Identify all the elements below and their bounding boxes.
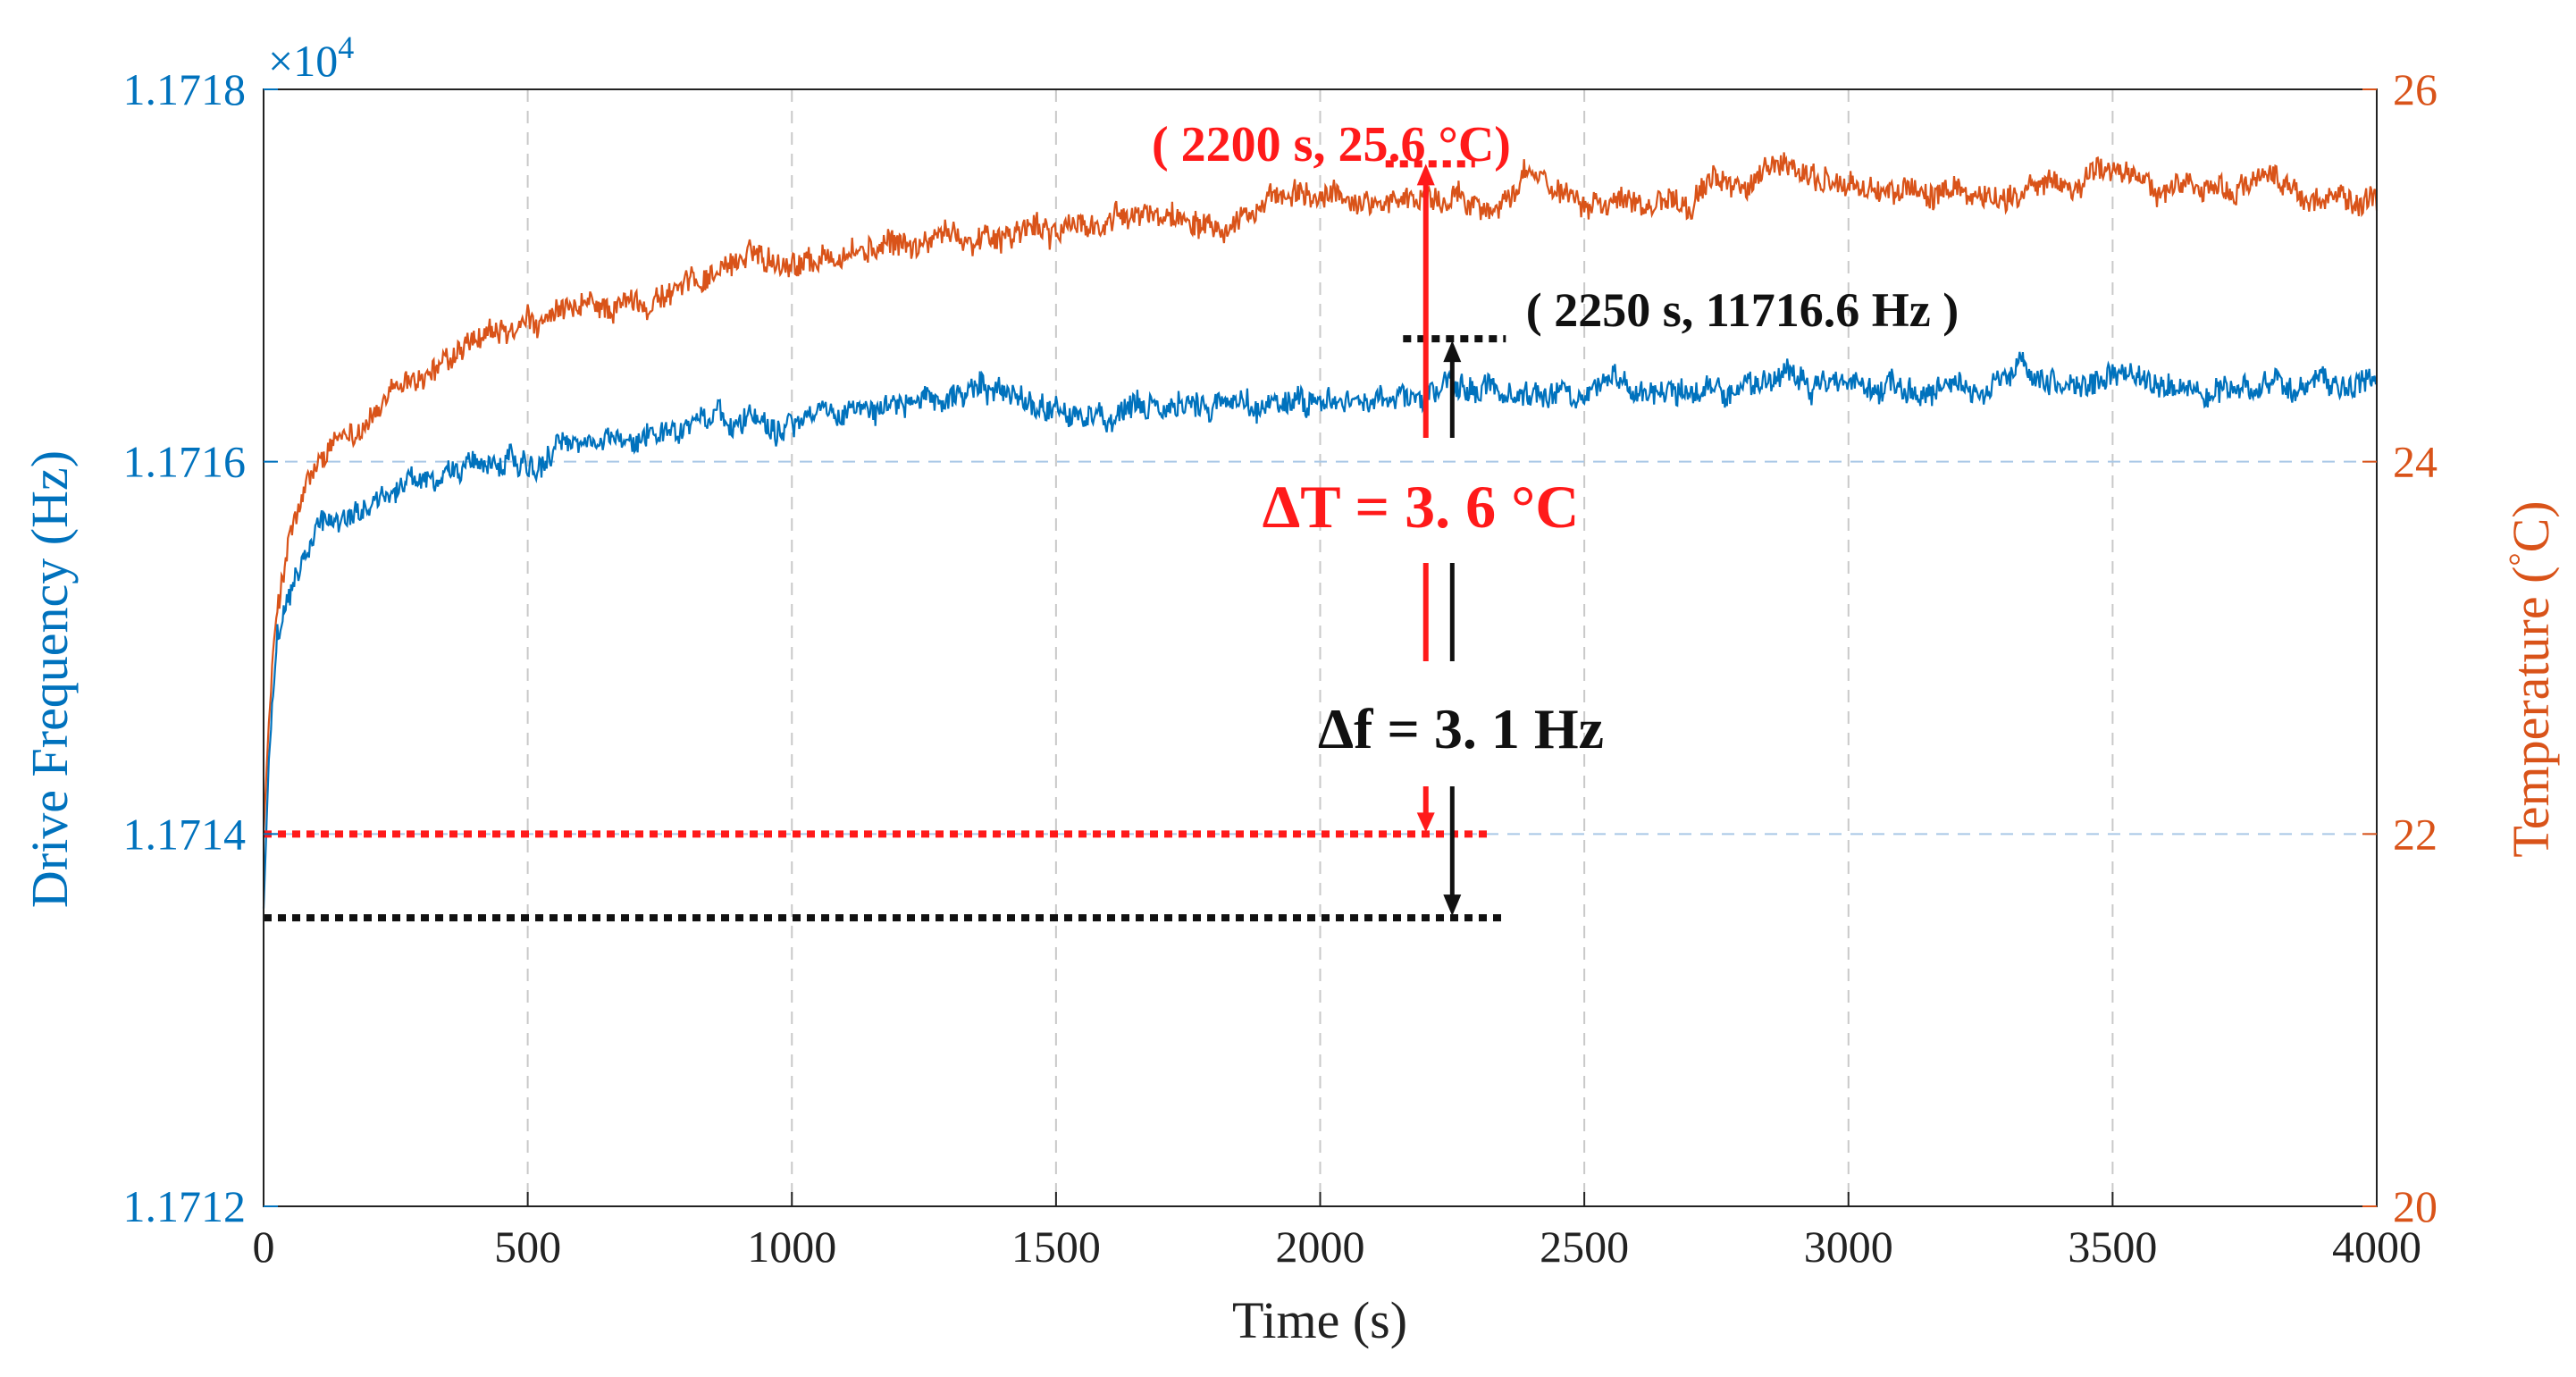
- freq-arrowhead-up: [1443, 340, 1462, 363]
- degree-symbol: °: [2503, 552, 2540, 566]
- left-axis-ticks: 1.1712 1.1714 1.1716 1.1718: [123, 64, 278, 1231]
- freq-arrowhead-down: [1443, 894, 1462, 917]
- x-tick-label: 3000: [1804, 1222, 1893, 1272]
- x-axis-ticks: 0 500 1000 1500 2000 2500 3000 3500 4000: [253, 1192, 2421, 1272]
- annotations: ( 2200 s, 25.6 °C) ( 2250 s, 11716.6 Hz …: [1152, 117, 1959, 760]
- right-tick-label: 26: [2393, 64, 2438, 114]
- multiplier-exponent: 4: [338, 29, 354, 65]
- x-tick-label: 3500: [2068, 1222, 2157, 1272]
- reference-lines: [264, 160, 1506, 922]
- x-tick-label: 500: [494, 1222, 561, 1272]
- right-axis-label-unit: C): [2502, 500, 2560, 552]
- x-tick-label: 2500: [1540, 1222, 1629, 1272]
- x-tick-label: 1500: [1011, 1222, 1101, 1272]
- temp-arrowhead-up: [1416, 164, 1435, 186]
- temp-arrowhead-down: [1416, 812, 1435, 833]
- delta-t-label: ΔT = 3. 6 °C: [1263, 473, 1580, 541]
- right-tick-label: 22: [2393, 809, 2438, 859]
- x-tick-label: 1000: [747, 1222, 836, 1272]
- temperature-series-line: [262, 152, 2379, 835]
- left-axis-label: Drive Frequency (Hz): [21, 450, 79, 908]
- multiplier-base: ×10: [268, 36, 338, 86]
- x-axis-label: Time (s): [1232, 1291, 1407, 1349]
- left-tick-label: 1.1712: [123, 1181, 247, 1231]
- right-axis-ticks: 20 22 24 26: [2362, 64, 2438, 1231]
- left-tick-label: 1.1714: [123, 809, 247, 859]
- frequency-series-line: [262, 351, 2378, 909]
- x-tick-label: 4000: [2332, 1222, 2421, 1272]
- left-tick-label: 1.1718: [123, 64, 247, 114]
- left-tick-label: 1.1716: [123, 437, 247, 487]
- right-axis-label: Temperature (°C): [2502, 500, 2560, 857]
- series-layer: [262, 152, 2379, 909]
- right-tick-label: 20: [2393, 1181, 2438, 1231]
- x-tick-label: 0: [253, 1222, 275, 1272]
- delta-f-label: Δf = 3. 1 Hz: [1318, 697, 1604, 760]
- left-axis-multiplier: ×104: [268, 29, 354, 86]
- x-tick-label: 2000: [1276, 1222, 1365, 1272]
- grid-lines: [264, 89, 2377, 1206]
- freq-point-label: ( 2250 s, 11716.6 Hz ): [1526, 283, 1959, 337]
- temp-point-label: ( 2200 s, 25.6 °C): [1152, 117, 1511, 172]
- right-tick-label: 24: [2393, 437, 2438, 487]
- right-axis-label-text: Temperature (: [2502, 567, 2560, 858]
